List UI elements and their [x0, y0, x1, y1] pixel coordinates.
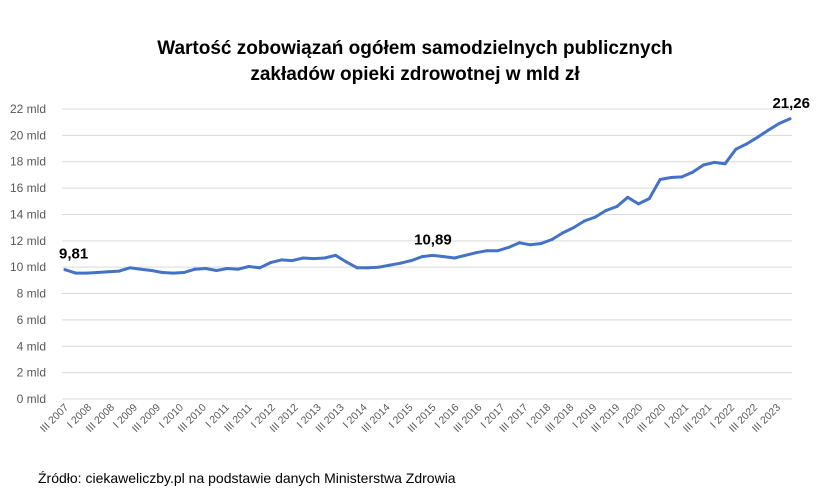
data-labels: 9,81 10,89 21,26 [59, 95, 810, 263]
data-point [680, 175, 684, 179]
data-point [604, 209, 608, 212]
data-point [572, 226, 576, 230]
data-point [637, 202, 641, 206]
data-point [474, 251, 478, 255]
data-point [723, 162, 727, 166]
y-tick-label: 14 mld [10, 207, 46, 221]
data-point [204, 267, 208, 270]
data-point [669, 176, 673, 180]
gridlines [62, 108, 792, 400]
data-point [139, 267, 143, 271]
data-point [626, 195, 630, 199]
data-point [193, 267, 197, 271]
data-point [788, 117, 792, 121]
y-tick-label: 18 mld [10, 155, 46, 169]
data-point [517, 241, 521, 245]
data-point [561, 231, 565, 235]
y-tick-label: 8 mld [17, 287, 46, 301]
data-point [658, 178, 662, 182]
data-point [431, 253, 435, 257]
data-point [463, 253, 467, 257]
y-tick-label: 0 mld [17, 392, 46, 406]
data-point [269, 261, 273, 265]
data-point [766, 128, 770, 132]
x-tick-label: III 2007 [38, 402, 71, 435]
data-point [593, 215, 597, 219]
data-point [409, 259, 413, 263]
data-point [420, 255, 424, 259]
data-point [777, 122, 781, 125]
data-point [453, 256, 457, 260]
chart-title-line-2: zakładów opieki zdrowotnej w mld zł [250, 64, 580, 85]
data-point [171, 271, 175, 275]
series-line [63, 117, 792, 275]
data-point [582, 219, 586, 223]
y-tick-label: 10 mld [10, 260, 46, 274]
data-point [236, 267, 240, 271]
y-tick-label: 16 mld [10, 181, 46, 195]
data-point [485, 249, 489, 253]
data-point [550, 238, 554, 241]
y-tick-label: 2 mld [17, 366, 46, 380]
data-point [225, 267, 229, 270]
source-note: Źródło: ciekaweliczby.pl na podstawie da… [38, 470, 456, 486]
data-point [712, 160, 716, 164]
data-point [290, 259, 294, 263]
y-tick-label: 12 mld [10, 234, 46, 248]
y-tick-label: 22 mld [10, 102, 46, 116]
data-point [691, 170, 695, 174]
data-point [106, 270, 110, 274]
data-point [279, 258, 283, 262]
data-point [63, 268, 67, 272]
data-point [334, 253, 338, 257]
series [63, 117, 792, 275]
y-tick-label: 20 mld [10, 128, 46, 142]
y-tick-label: 4 mld [17, 339, 46, 353]
data-point [539, 241, 543, 245]
data-point [615, 205, 619, 209]
data-point [377, 265, 381, 269]
data-point [442, 255, 446, 259]
data-point [150, 268, 154, 272]
data-point [745, 142, 749, 146]
data-point [528, 243, 532, 247]
data-point [247, 265, 251, 269]
data-point [496, 249, 500, 253]
data-label: 21,26 [772, 95, 810, 112]
chart-title-line-1: Wartość zobowiązań ogółem samodzielnych … [157, 38, 673, 59]
data-point [117, 269, 121, 273]
data-point [507, 245, 511, 249]
data-point [398, 261, 402, 265]
data-point [74, 271, 78, 275]
data-point [734, 147, 738, 151]
data-point [756, 135, 760, 139]
data-point [647, 197, 651, 201]
data-point [160, 270, 164, 274]
data-point [182, 270, 186, 274]
data-point [214, 268, 218, 272]
chart-title: Wartość zobowiązań ogółem samodzielnych … [0, 36, 830, 88]
data-point [301, 256, 305, 260]
data-point [366, 266, 370, 270]
data-point [355, 266, 359, 270]
data-point [344, 260, 348, 264]
data-label: 9,81 [59, 246, 88, 263]
data-point [312, 257, 316, 261]
data-point [388, 263, 392, 267]
data-label: 10,89 [414, 231, 452, 248]
data-point [85, 271, 89, 275]
y-axis-ticks: 0 mld 2 mld 4 mld 6 mld 8 mld 10 mld 12 mld 14 … [10, 102, 46, 406]
data-point [323, 256, 327, 260]
y-tick-label: 6 mld [17, 313, 46, 327]
data-point [701, 163, 705, 167]
data-point [128, 266, 132, 270]
data-point [258, 266, 262, 270]
data-point [95, 270, 99, 274]
